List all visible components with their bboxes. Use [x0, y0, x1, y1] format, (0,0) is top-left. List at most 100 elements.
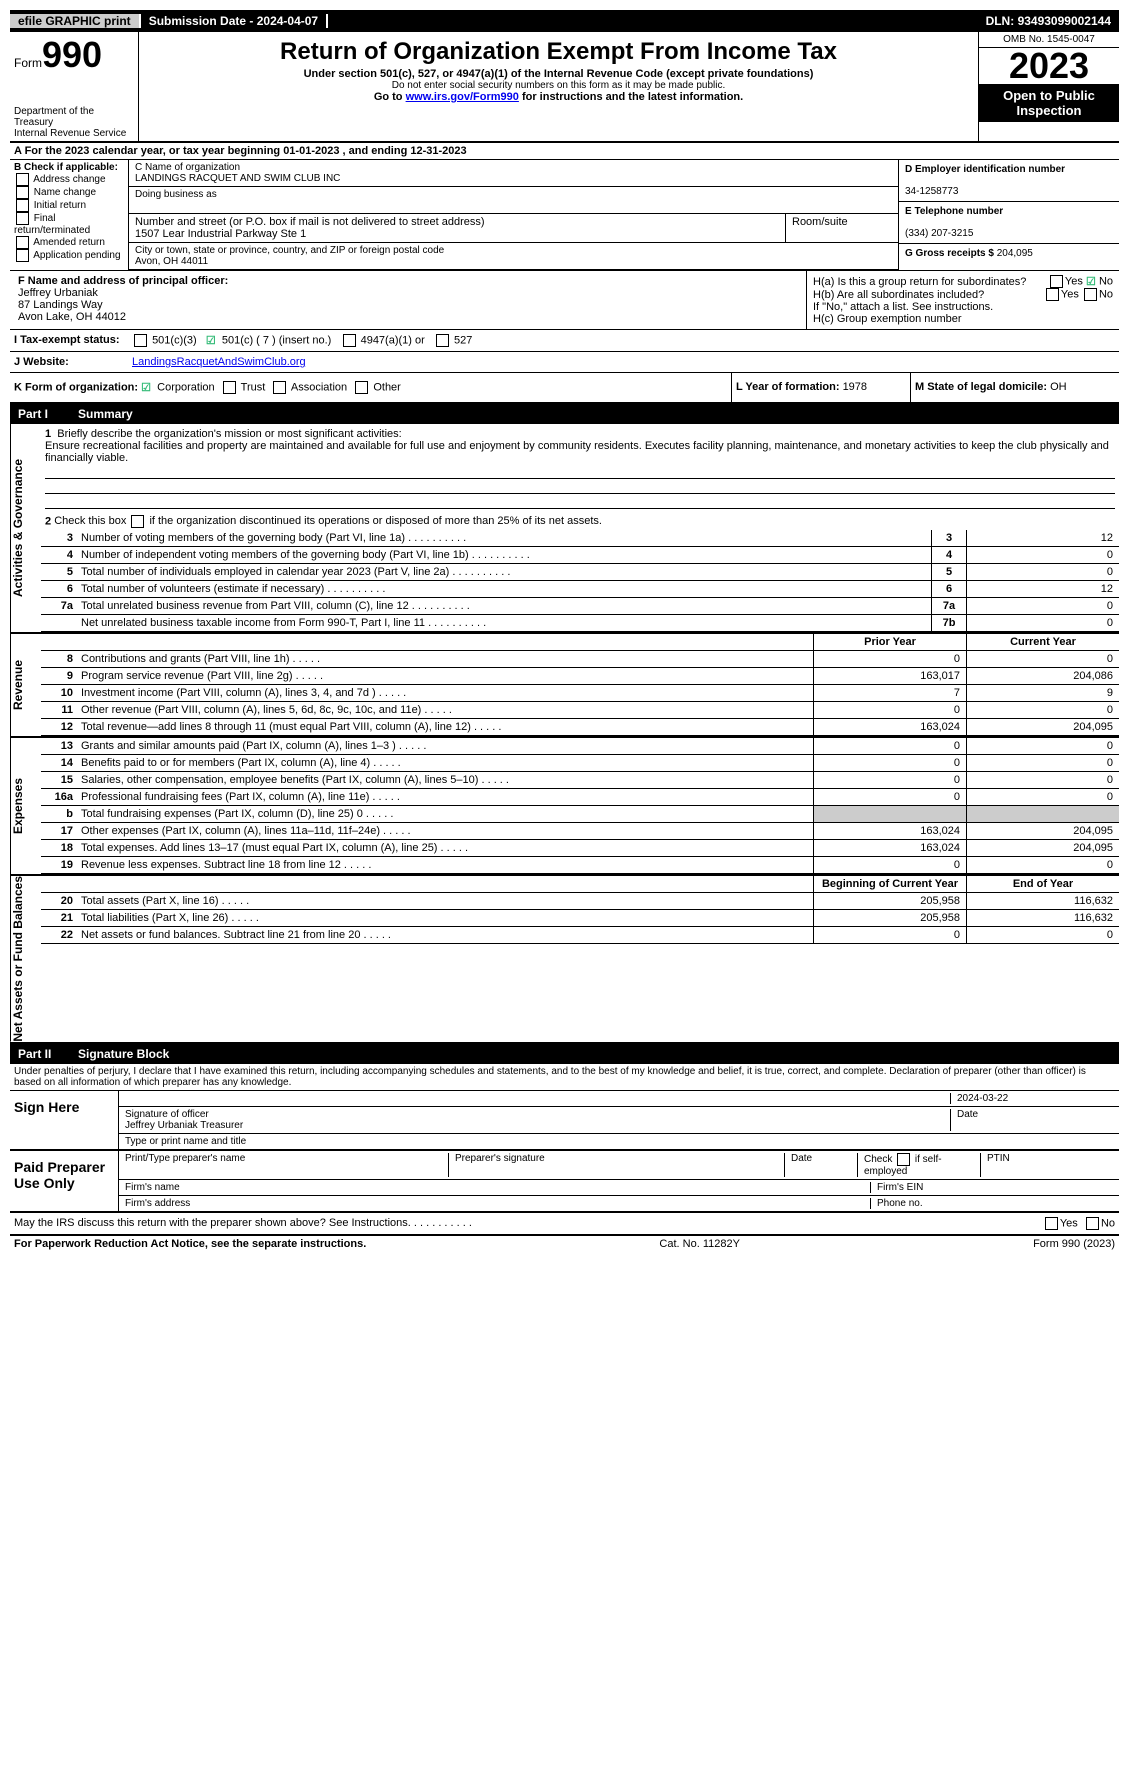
- street-address: 1507 Lear Industrial Parkway Ste 1: [135, 228, 306, 240]
- prior-value: 7: [813, 685, 966, 701]
- vert-net-assets: Net Assets or Fund Balances: [10, 876, 41, 1042]
- checkbox-address-change[interactable]: [16, 173, 29, 186]
- line-value: 12: [966, 581, 1119, 597]
- prior-value: 0: [813, 772, 966, 788]
- paid-preparer-block: Paid Preparer Use Only Print/Type prepar…: [10, 1151, 1119, 1213]
- net-assets-section: Net Assets or Fund Balances Beginning of…: [10, 876, 1119, 1044]
- line-text: Professional fundraising fees (Part IX, …: [77, 789, 813, 805]
- form-header: Form990 Department of the Treasury Inter…: [10, 32, 1119, 143]
- assoc-checkbox[interactable]: [273, 381, 286, 394]
- line-num: [41, 615, 77, 631]
- line-num: 6: [41, 581, 77, 597]
- current-value: 204,095: [966, 719, 1119, 735]
- dept-treasury: Department of the Treasury Internal Reve…: [14, 106, 134, 139]
- discontinued-checkbox[interactable]: [131, 515, 144, 528]
- other-checkbox[interactable]: [355, 381, 368, 394]
- line1-num: 1: [45, 428, 51, 440]
- current-value: [966, 806, 1119, 822]
- line-num: 20: [41, 893, 77, 909]
- ha-no-checked-icon: ☑: [1086, 275, 1099, 288]
- revenue-section: Revenue Prior Year Current Year 8Contrib…: [10, 634, 1119, 738]
- i-label: I Tax-exempt status:: [10, 330, 128, 351]
- part1-header: Part ISummary: [10, 404, 1119, 424]
- line-value: 0: [966, 547, 1119, 563]
- officer-name: Jeffrey Urbaniak: [18, 287, 98, 299]
- line-num: 21: [41, 910, 77, 926]
- line-num: 15: [41, 772, 77, 788]
- 527-checkbox[interactable]: [436, 334, 449, 347]
- ha-yes-checkbox[interactable]: [1050, 275, 1063, 288]
- current-value: 0: [966, 789, 1119, 805]
- prior-value: 0: [813, 857, 966, 873]
- goto-link: Go to www.irs.gov/Form990 for instructio…: [149, 91, 968, 103]
- line-text: Investment income (Part VIII, column (A)…: [77, 685, 813, 701]
- line-box: 4: [931, 547, 966, 563]
- hb-label: H(b) Are all subordinates included?: [813, 289, 984, 301]
- discuss-no-checkbox[interactable]: [1086, 1217, 1099, 1230]
- irs-link[interactable]: www.irs.gov/Form990: [406, 91, 519, 103]
- hb-yes-checkbox[interactable]: [1046, 288, 1059, 301]
- line-text: Total number of individuals employed in …: [77, 564, 931, 580]
- officer-addr2: Avon Lake, OH 44012: [18, 311, 126, 323]
- checkbox-final-return[interactable]: [16, 212, 29, 225]
- 501c3-checkbox[interactable]: [134, 334, 147, 347]
- j-label: J Website:: [10, 352, 128, 372]
- line1-label: Briefly describe the organization's miss…: [57, 428, 401, 440]
- sig-officer-label: Signature of officer: [125, 1109, 209, 1120]
- line-num: 3: [41, 530, 77, 546]
- prior-value: [813, 806, 966, 822]
- preparer-sig-label: Preparer's signature: [448, 1153, 784, 1177]
- line-text: Total fundraising expenses (Part IX, col…: [77, 806, 813, 822]
- top-bar: efile GRAPHIC print Submission Date - 20…: [10, 10, 1119, 32]
- 4947-checkbox[interactable]: [343, 334, 356, 347]
- activities-governance: Activities & Governance 1 Briefly descri…: [10, 424, 1119, 634]
- vert-revenue: Revenue: [10, 634, 41, 736]
- line-value: 0: [966, 615, 1119, 631]
- current-year-header: Current Year: [966, 634, 1119, 650]
- room-suite-label: Room/suite: [786, 214, 898, 242]
- line-text: Other expenses (Part IX, column (A), lin…: [77, 823, 813, 839]
- line-text: Revenue less expenses. Subtract line 18 …: [77, 857, 813, 873]
- line-text: Total assets (Part X, line 16) . . . . .: [77, 893, 813, 909]
- status-row: I Tax-exempt status: 501(c)(3) ☑ 501(c) …: [10, 330, 1119, 352]
- website-link[interactable]: LandingsRacquetAndSwimClub.org: [132, 356, 306, 368]
- line-text: Total liabilities (Part X, line 26) . . …: [77, 910, 813, 926]
- checkbox-name-change[interactable]: [16, 186, 29, 199]
- line-num: 8: [41, 651, 77, 667]
- perjury-statement: Under penalties of perjury, I declare th…: [10, 1064, 1119, 1091]
- line-num: 10: [41, 685, 77, 701]
- checkbox-pending[interactable]: [16, 249, 29, 262]
- current-value: 0: [966, 772, 1119, 788]
- line-text: Total number of volunteers (estimate if …: [77, 581, 931, 597]
- current-value: 9: [966, 685, 1119, 701]
- sig-date: 2024-03-22: [950, 1093, 1113, 1104]
- line-text: Other revenue (Part VIII, column (A), li…: [77, 702, 813, 718]
- efile-print-button[interactable]: efile GRAPHIC print: [10, 14, 141, 28]
- current-value: 204,095: [966, 840, 1119, 856]
- form-subtitle: Under section 501(c), 527, or 4947(a)(1)…: [149, 68, 968, 80]
- self-employed-checkbox[interactable]: [897, 1153, 910, 1166]
- mission-text: Ensure recreational facilities and prope…: [45, 440, 1109, 464]
- form-footer: Form 990 (2023): [1033, 1238, 1115, 1250]
- form-number: Form990: [14, 34, 134, 76]
- tel-label: E Telephone number: [905, 206, 1003, 217]
- checkbox-amended[interactable]: [16, 236, 29, 249]
- hb-no-checkbox[interactable]: [1084, 288, 1097, 301]
- line-num: 12: [41, 719, 77, 735]
- line-num: b: [41, 806, 77, 822]
- discuss-yes-checkbox[interactable]: [1045, 1217, 1058, 1230]
- line-text: Net assets or fund balances. Subtract li…: [77, 927, 813, 943]
- trust-checkbox[interactable]: [223, 381, 236, 394]
- prior-value: 205,958: [813, 893, 966, 909]
- line-text: Total unrelated business revenue from Pa…: [77, 598, 931, 614]
- checkbox-initial-return[interactable]: [16, 199, 29, 212]
- city-label: City or town, state or province, country…: [135, 245, 444, 256]
- street-label: Number and street (or P.O. box if mail i…: [135, 216, 485, 228]
- current-value: 204,086: [966, 668, 1119, 684]
- current-value: 204,095: [966, 823, 1119, 839]
- public-inspection: Open to Public Inspection: [979, 84, 1119, 122]
- org-name: LANDINGS RACQUET AND SWIM CLUB INC: [135, 173, 340, 184]
- line-text: Number of voting members of the governin…: [77, 530, 931, 546]
- gross-receipts: 204,095: [997, 248, 1033, 259]
- page-footer: For Paperwork Reduction Act Notice, see …: [10, 1236, 1119, 1252]
